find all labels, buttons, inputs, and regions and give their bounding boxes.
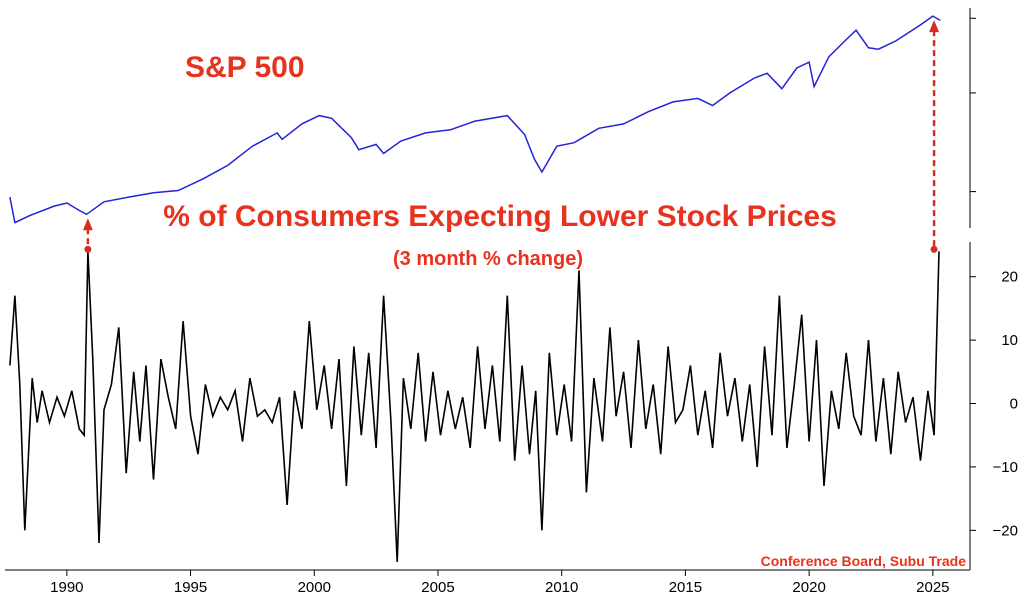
consumers-title: % of Consumers Expecting Lower Stock Pri… <box>163 200 837 233</box>
x-tick-label: 2015 <box>669 579 702 596</box>
y-tick-label: 20 <box>1001 269 1018 286</box>
x-tick-label: 1990 <box>50 579 83 596</box>
x-tick-label: 1995 <box>174 579 207 596</box>
change-subtitle: (3 month % change) <box>393 248 583 270</box>
y-tick-label: 10 <box>1001 332 1018 349</box>
x-tick-label: 2010 <box>545 579 578 596</box>
arrow-2025-head <box>929 20 940 33</box>
x-tick-label: 2005 <box>421 579 454 596</box>
arrow-1990-dot <box>84 245 92 253</box>
source-label: Conference Board, Subu Trade <box>761 553 967 569</box>
x-tick-label: 2020 <box>792 579 825 596</box>
y-tick-label: −10 <box>993 459 1018 476</box>
consumer-series-line <box>9 251 940 563</box>
y-axis-ticks: −20 −10 0 10 20 <box>970 269 1018 539</box>
arrow-2025-dot <box>930 245 938 253</box>
sp500-series-line <box>9 15 941 224</box>
x-tick-label: 2000 <box>298 579 331 596</box>
x-tick-label: 2025 <box>916 579 949 596</box>
y-tick-label: 0 <box>1010 396 1018 413</box>
y-tick-label: −20 <box>993 522 1018 539</box>
arrow-2025 <box>929 20 940 253</box>
x-axis-ticks: 1990 1995 2000 2005 2010 2015 2020 2025 <box>50 570 950 596</box>
upper-axis-ticks <box>970 17 976 193</box>
arrow-1990-head <box>82 218 93 231</box>
arrow-1990 <box>82 218 93 253</box>
sp500-title: S&P 500 <box>185 51 305 84</box>
